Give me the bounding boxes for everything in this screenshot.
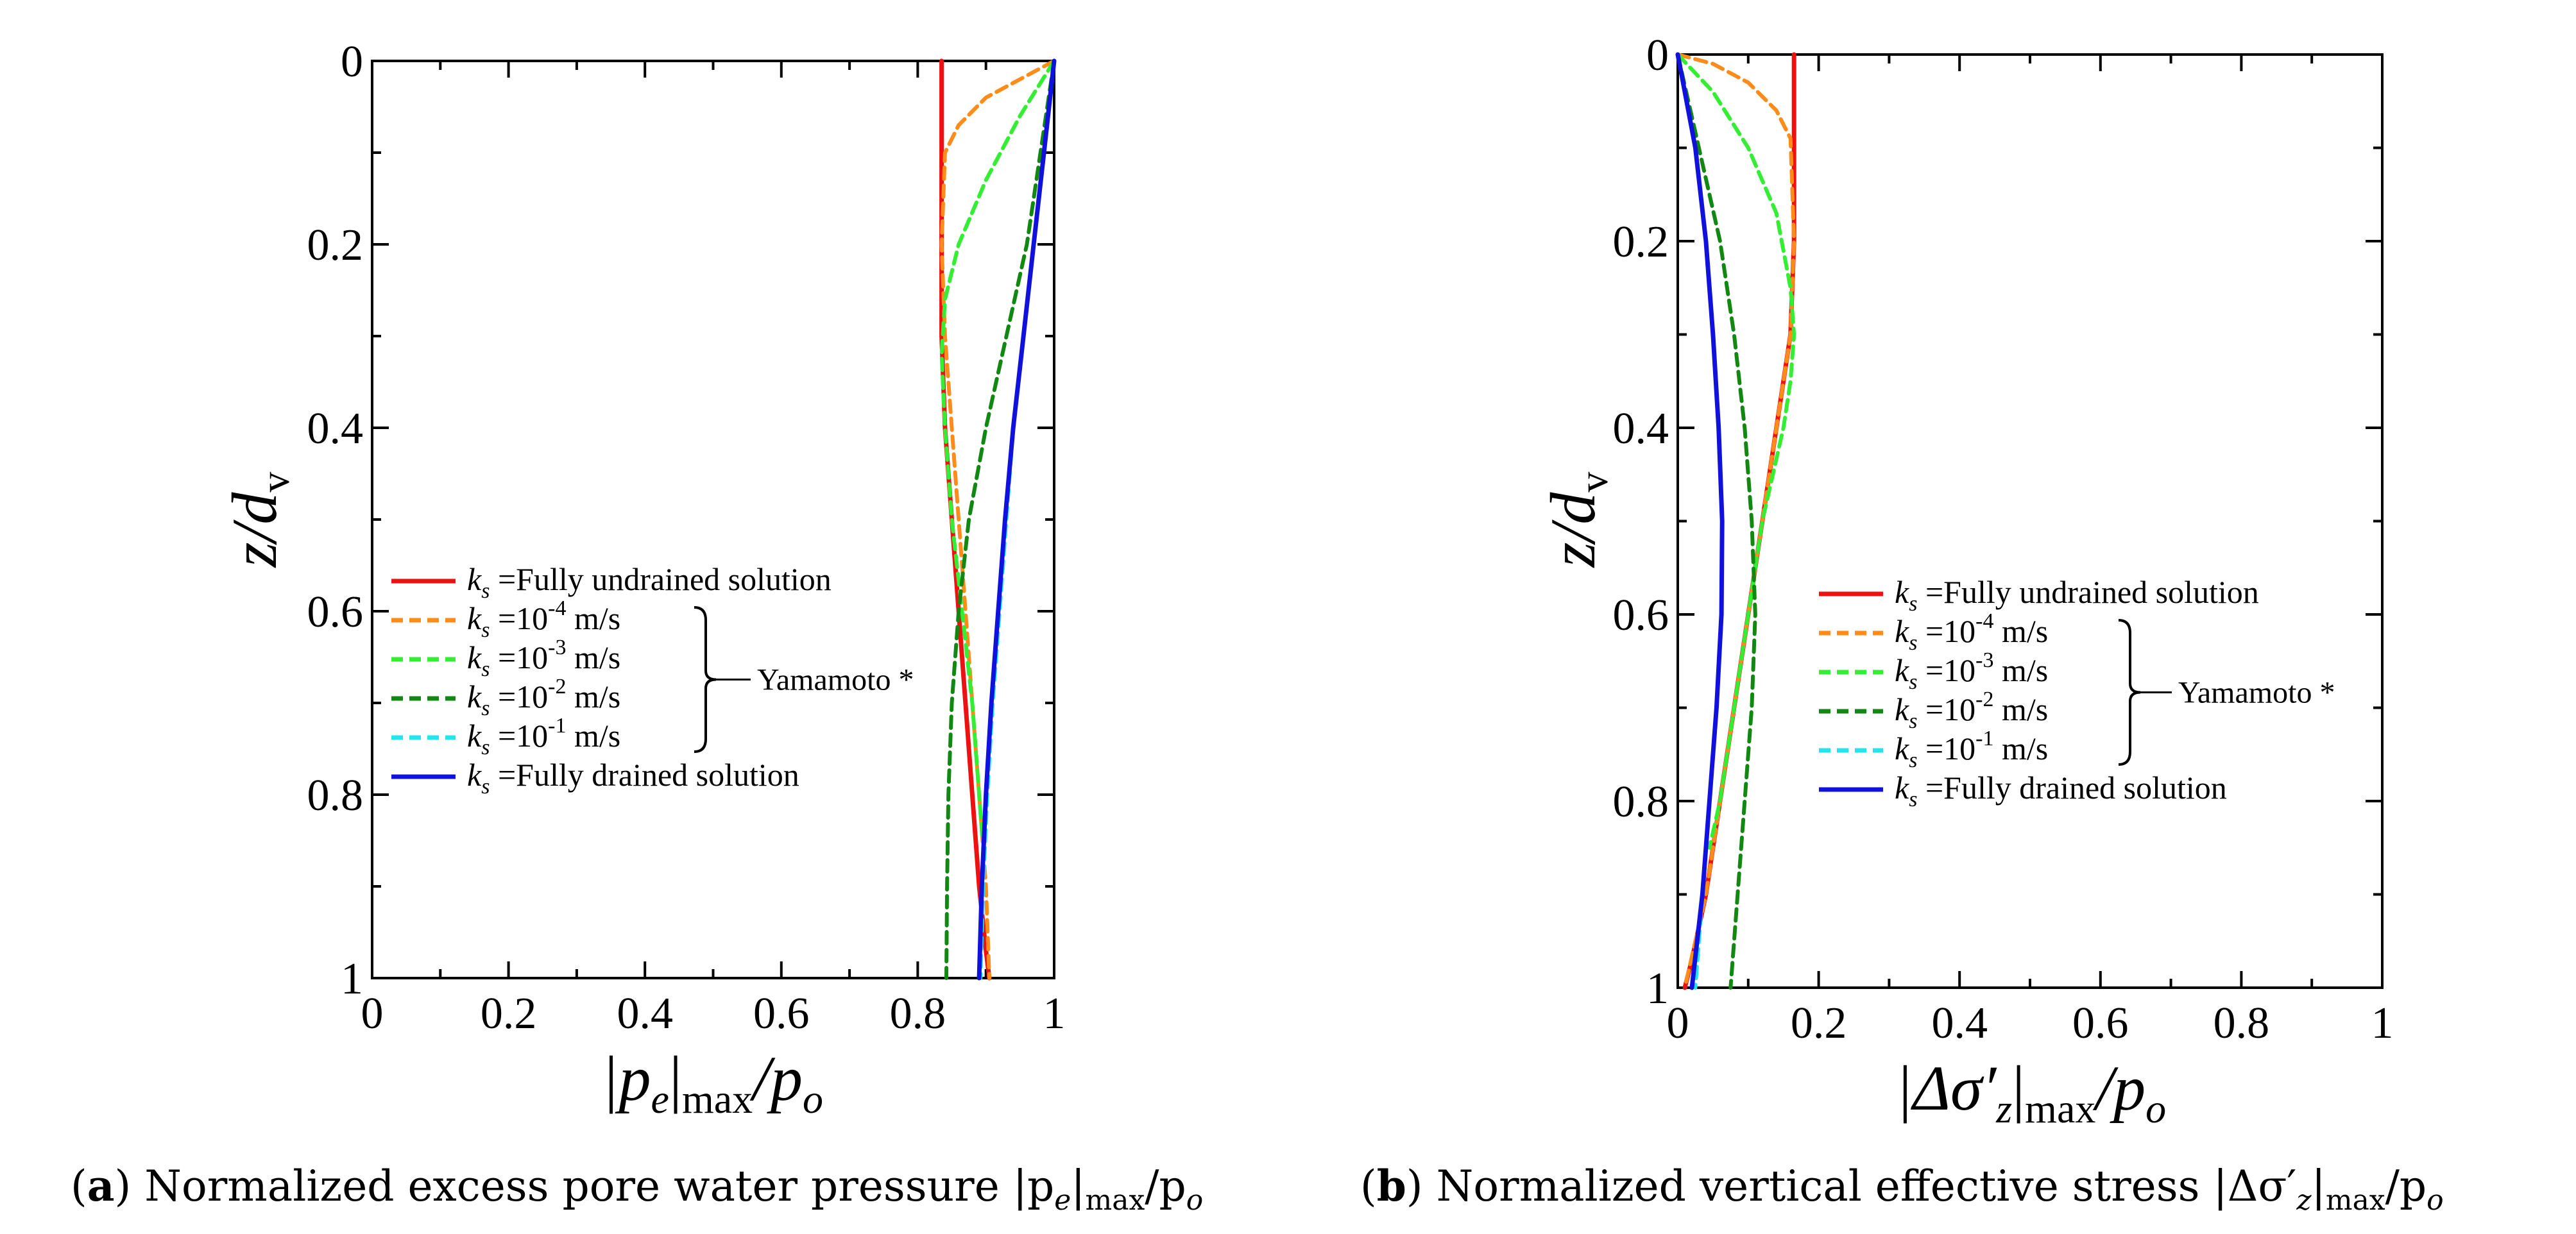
legend-entry-label: ks =10-2 m/s [1895,688,2048,733]
y-tick-label: 0.4 [1613,404,1669,453]
legend-entry-label: ks =10-4 m/s [1895,609,2048,655]
legend-entry-label: ks =Fully undrained solution [1895,574,2259,616]
legend-entry-label: ks =10-1 m/s [467,714,620,759]
panel-b-x-axis-label: |Δσ′z|max/po [1895,1052,2166,1131]
series-line-3 [939,59,1056,843]
legend-bracket [694,606,717,753]
legend-bracket-label: Yamamoto * [2178,676,2335,710]
y-tick-label: 0.2 [1613,217,1669,267]
legend-entry-label: ks =Fully drained solution [467,757,799,799]
x-tick-label: 0.2 [481,989,537,1038]
legend-entry-label: ks =10-3 m/s [1895,648,2048,694]
series-line-2 [1676,53,1796,990]
legend-entry-label: ks =Fully drained solution [1895,770,2227,811]
x-tick-label: 0.6 [753,989,810,1038]
legend-bracket [2118,619,2141,766]
panel-a-x-axis-label: |pe|max/po [601,1043,823,1122]
x-tick-label: 0.6 [2072,999,2129,1048]
x-tick-label: 1 [2371,999,2394,1048]
x-tick-label: 0 [361,989,384,1038]
panel-b-series [1675,52,1796,990]
y-tick-label: 0.6 [307,587,364,637]
panel-b-caption: (b) Normalized vertical effective stress… [1360,1161,2444,1217]
series-line-6 [977,58,1057,981]
legend-entry-label: ks =10-4 m/s [467,596,620,642]
legend-entry-label: ks =10-2 m/s [467,675,620,720]
series-line-6 [1675,52,1725,990]
panel-a-chart: 0 0.2 0.4 0.6 0.8 1 0 0.2 0.4 0.6 0.8 1 ks =Fully … [71,37,1203,1217]
x-tick-label: 0.2 [1791,999,1847,1048]
panel-b-y-axis-label: z/dv [1537,472,1616,569]
y-tick-label: 1 [1646,964,1669,1013]
x-tick-label: 0.4 [1931,999,1988,1048]
x-tick-label: 0.8 [890,989,946,1038]
legend-entry-label: ks =10-1 m/s [1895,727,2048,772]
x-tick-label: 0 [1667,999,1689,1048]
panel-a-caption: (a) Normalized excess pore water pressur… [71,1161,1203,1217]
y-tick-label: 0 [1646,31,1669,80]
legend-entry-label: ks =Fully undrained solution [467,561,832,603]
legend-entry-label: ks =10-3 m/s [467,636,620,681]
series-line-3 [1676,53,1796,850]
y-tick-label: 0 [341,37,363,87]
panel-a-y-axis-label: z/dv [219,472,298,569]
series-line-4 [1676,53,1757,990]
y-tick-label: 0.2 [307,221,364,270]
panel-b-ticks [1676,53,2384,989]
x-tick-label: 1 [1043,989,1066,1038]
y-tick-label: 0.6 [1613,591,1669,640]
y-tick-label: 1 [341,954,363,1004]
panel-a-y-tick-labels: 0 0.2 0.4 0.6 0.8 1 [307,37,364,1004]
legend-bracket-label: Yamamoto * [757,663,914,697]
panel-b-chart: 0 0.2 0.4 0.6 0.8 1 0 0.2 0.4 0.6 0.8 1 ks =Fully … [1360,31,2444,1217]
panel-b-x-tick-labels: 0 0.2 0.4 0.6 0.8 1 [1667,999,2394,1048]
panel-a-ticks [371,60,1055,979]
x-tick-label: 0.8 [2213,999,2270,1048]
series-line-4 [944,59,1056,980]
panel-a-x-tick-labels: 0 0.2 0.4 0.6 0.8 1 [361,989,1066,1038]
panel-b-y-tick-labels: 0 0.2 0.4 0.6 0.8 1 [1613,31,1669,1013]
y-tick-label: 0.8 [1613,777,1669,827]
panel-b-plot-frame [1676,53,2384,989]
x-tick-label: 0.4 [617,989,673,1038]
y-tick-label: 0.8 [307,771,364,820]
series-line-5 [978,59,1056,980]
y-tick-label: 0.4 [307,404,364,453]
panel-a-series [939,58,1057,981]
